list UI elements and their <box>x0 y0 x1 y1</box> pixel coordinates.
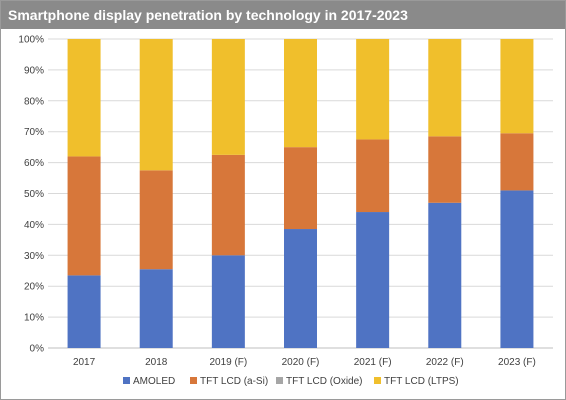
x-tick-label: 2022 (F) <box>426 357 464 368</box>
chart-title: Smartphone display penetration by techno… <box>8 7 408 23</box>
y-tick-label: 0% <box>30 344 45 355</box>
bar-segment <box>500 39 534 134</box>
legend-label: AMOLED <box>133 376 175 387</box>
bar-segment <box>428 136 462 203</box>
legend-swatch <box>190 377 197 384</box>
bar-segment <box>211 255 245 348</box>
legend-label: TFT LCD (LTPS) <box>384 376 459 387</box>
x-tick-label: 2017 <box>73 357 96 368</box>
y-tick-label: 30% <box>24 251 44 262</box>
x-tick-label: 2018 <box>145 357 168 368</box>
bar-segment <box>284 147 317 230</box>
bar-segment <box>211 39 245 155</box>
bar-segment <box>139 170 173 270</box>
y-tick-label: 100% <box>18 35 44 46</box>
bar-segment <box>428 202 462 348</box>
title-bar: Smartphone display penetration by techno… <box>1 1 565 29</box>
bar-segment <box>67 156 101 276</box>
y-tick-label: 80% <box>24 96 44 107</box>
x-tick-label: 2020 (F) <box>282 357 320 368</box>
y-tick-label: 10% <box>24 313 44 324</box>
y-tick-label: 70% <box>24 127 44 138</box>
y-axis: 0% 10% 20% 30% 40% 50% 60% 70% 80% 90% 100% <box>18 35 44 355</box>
y-tick-label: 90% <box>24 65 44 76</box>
bar-segment <box>356 39 390 140</box>
bar-segment <box>500 190 534 348</box>
bars <box>67 39 534 348</box>
bar-segment <box>356 139 390 213</box>
bar-segment <box>284 229 317 348</box>
y-tick-label: 60% <box>24 158 44 169</box>
y-tick-label: 50% <box>24 189 44 200</box>
legend-swatch <box>374 377 381 384</box>
bar-segment <box>500 133 534 191</box>
x-tick-label: 2019 (F) <box>209 357 247 368</box>
legend-label: TFT LCD (Oxide) <box>286 376 363 387</box>
y-tick-label: 40% <box>24 220 44 231</box>
bar-segment <box>284 39 317 148</box>
bar-segment <box>356 212 390 348</box>
bar-segment <box>67 275 101 348</box>
x-tick-label: 2023 (F) <box>498 357 536 368</box>
bar-segment <box>139 39 173 171</box>
legend-label: TFT LCD (a-Si) <box>200 376 268 387</box>
legend: AMOLED TFT LCD (a-Si) TFT LCD (Oxide) TFT L… <box>123 376 459 387</box>
bar-segment <box>211 154 245 256</box>
y-tick-label: 20% <box>24 282 44 293</box>
bar-segment <box>428 39 462 137</box>
bar-segment <box>139 269 173 348</box>
legend-swatch <box>123 377 130 384</box>
bar-segment <box>67 39 101 157</box>
x-tick-label: 2021 (F) <box>354 357 392 368</box>
x-axis: 2017 2018 2019 (F) 2020 (F) 2021 (F) 2022 (F)… <box>73 357 536 368</box>
legend-swatch <box>276 377 283 384</box>
